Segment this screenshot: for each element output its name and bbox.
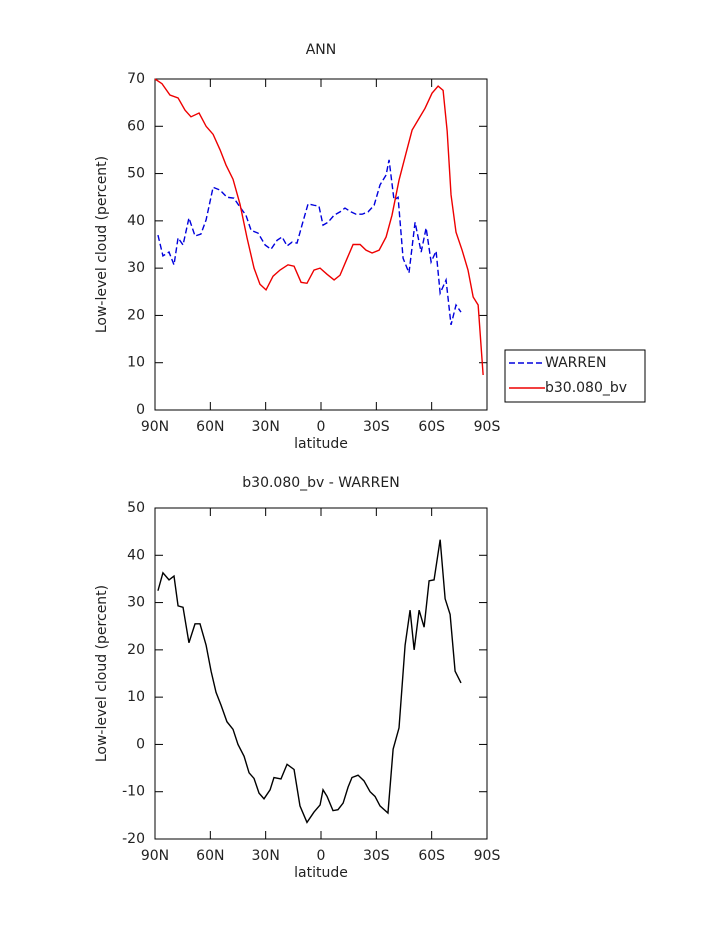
y-tick-label: 40 — [127, 547, 145, 563]
x-tick-label: 30N — [252, 419, 280, 435]
x-tick-label: 60N — [196, 848, 224, 864]
x-tick-label: 30N — [252, 848, 280, 864]
y-tick-label: 10 — [127, 355, 145, 371]
data-line — [157, 159, 462, 326]
y-tick-label: 60 — [127, 118, 145, 134]
y-tick-label: 30 — [127, 595, 145, 611]
y-axis-label: Low-level cloud (percent) — [94, 156, 110, 333]
x-tick-label: 90S — [474, 419, 501, 435]
y-tick-label: 50 — [127, 166, 145, 182]
x-tick-label: 90S — [474, 848, 501, 864]
legend-label: WARREN — [545, 355, 606, 371]
x-tick-label: 90N — [141, 419, 169, 435]
y-tick-label: -10 — [122, 784, 145, 800]
y-tick-label: 10 — [127, 689, 145, 705]
x-tick-label: 30S — [363, 419, 390, 435]
legend-label: b30.080_bv — [545, 380, 627, 396]
plot-frame — [154, 78, 488, 411]
y-tick-label: 0 — [136, 402, 145, 418]
x-tick-label: 0 — [317, 848, 326, 864]
x-tick-label: 90N — [141, 848, 169, 864]
y-tick-label: 0 — [136, 736, 145, 752]
y-axis-label: Low-level cloud (percent) — [94, 585, 110, 762]
x-tick-label: 0 — [317, 419, 326, 435]
x-tick-label: 60S — [418, 419, 445, 435]
chart-title: b30.080_bv - WARREN — [242, 475, 399, 491]
y-tick-label: 40 — [127, 213, 145, 229]
y-tick-label: 20 — [127, 307, 145, 323]
x-tick-label: 30S — [363, 848, 390, 864]
data-line — [154, 78, 484, 376]
x-axis-label: latitude — [294, 436, 348, 452]
x-axis-label: latitude — [294, 865, 348, 881]
x-tick-label: 60S — [418, 848, 445, 864]
y-tick-label: -20 — [122, 831, 145, 847]
y-tick-label: 20 — [127, 642, 145, 658]
x-tick-label: 60N — [196, 419, 224, 435]
legend-box — [504, 349, 646, 403]
chart-title: ANN — [306, 42, 337, 58]
y-tick-label: 50 — [127, 500, 145, 516]
y-tick-label: 70 — [127, 71, 145, 87]
data-line — [157, 539, 462, 824]
y-tick-label: 30 — [127, 260, 145, 276]
